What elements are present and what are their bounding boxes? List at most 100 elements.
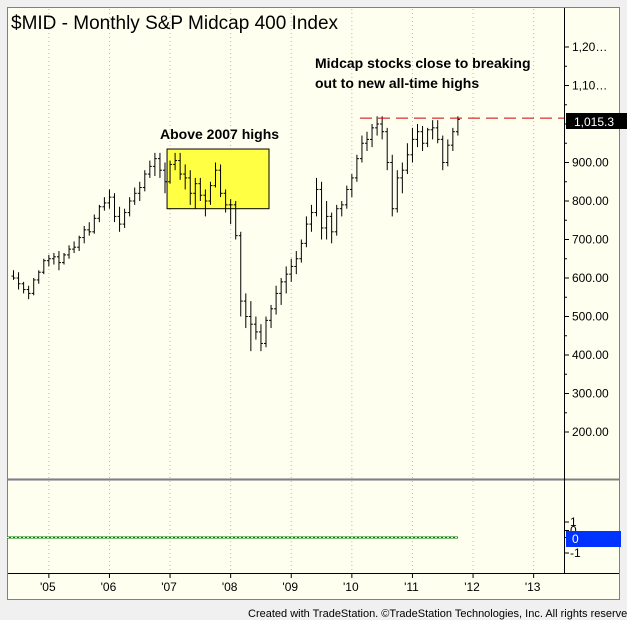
- y-tick-label: 1,10…: [572, 79, 607, 93]
- ohlc-bar: [334, 204, 339, 236]
- ohlc-bar: [127, 197, 132, 217]
- ohlc-bar: [72, 241, 77, 253]
- indicator-badge-text: 0: [572, 532, 579, 546]
- ohlc-bar: [248, 301, 253, 352]
- ohlc-bar: [163, 162, 167, 194]
- y-tick-label: 700.00: [572, 233, 609, 247]
- price-panel-background: [7, 7, 564, 478]
- ohlc-bar: [344, 185, 349, 209]
- x-tick-label: '09: [282, 580, 298, 594]
- ohlc-bar: [67, 245, 72, 259]
- x-tick-label: '08: [222, 580, 238, 594]
- ohlc-bar: [31, 278, 36, 296]
- ohlc-bar: [450, 127, 455, 151]
- ohlc-bar: [435, 120, 440, 144]
- ohlc-bar: [410, 127, 415, 163]
- ohlc-bar: [218, 164, 223, 198]
- y-tick-label: 200.00: [572, 425, 609, 439]
- note-line-1: Midcap stocks close to breaking: [315, 55, 531, 71]
- ohlc-bar: [62, 252, 66, 265]
- x-tick-label: '11: [404, 580, 419, 594]
- ohlc-bar: [56, 251, 61, 271]
- ohlc-bar: [415, 124, 420, 148]
- indicator-panel-background: [7, 481, 564, 573]
- ohlc-bar: [168, 160, 173, 184]
- ohlc-bar: [183, 164, 188, 190]
- ohlc-bar: [238, 231, 243, 317]
- ohlc-bar: [26, 285, 31, 300]
- ohlc-bar: [203, 189, 208, 217]
- ohlc-bar: [51, 252, 56, 265]
- x-tick-label: '05: [40, 580, 56, 594]
- ohlc-bar: [269, 304, 274, 329]
- ohlc-bar: [405, 143, 410, 175]
- x-tick-label: '10: [343, 580, 359, 594]
- ohlc-bar: [147, 160, 152, 178]
- highlight-box: [166, 148, 270, 210]
- ohlc-bar: [193, 177, 198, 209]
- ohlc-bar: [41, 258, 46, 275]
- ohlc-bar: [87, 222, 92, 236]
- ohlc-bar: [112, 193, 117, 223]
- ohlc-bar: [385, 127, 390, 171]
- ohlc-bar: [375, 116, 380, 136]
- indicator-axis: 10-1: [564, 515, 581, 560]
- ohlc-bar: [92, 214, 97, 234]
- x-tick-label: '12: [464, 580, 480, 594]
- ohlc-bar: [36, 270, 41, 284]
- ohlc-bar: [188, 170, 193, 205]
- ohlc-bar: [137, 181, 142, 201]
- ohlc-bar: [107, 189, 112, 209]
- ohlc-bar: [425, 127, 430, 148]
- chart-frame: [7, 7, 620, 600]
- ohlc-bar: [198, 177, 203, 201]
- ohlc-bar: [395, 170, 400, 213]
- price-badge: [566, 113, 627, 129]
- ohlc-bar: [354, 154, 359, 182]
- ohlc-bar: [319, 181, 324, 240]
- ohlc-bar: [289, 258, 294, 282]
- ohlc-bar: [82, 226, 87, 244]
- y-tick-label: 1,20…: [572, 40, 607, 54]
- ohlc-bar: [279, 278, 284, 305]
- ohlc-bar: [117, 206, 122, 232]
- ohlc-bar: [152, 152, 157, 176]
- ohlc-bar: [380, 116, 385, 140]
- ohlc-bar: [16, 272, 21, 290]
- ohlc-bar: [420, 125, 425, 151]
- ohlc-bar: [178, 152, 183, 180]
- y-tick-label: 400.00: [572, 348, 609, 362]
- y-tick-label: 800.00: [572, 194, 609, 208]
- ohlc-bar: [284, 266, 289, 294]
- ohlc-bar: [11, 270, 16, 280]
- ohlc-bar: [258, 324, 263, 352]
- ind-tick-label: 1: [570, 515, 577, 529]
- ohlc-bar: [142, 170, 147, 192]
- ohlc-bar: [122, 208, 127, 228]
- footer-credit: Created with TradeStation. ©TradeStation…: [248, 608, 627, 620]
- ohlc-bar: [243, 293, 248, 329]
- ohlc-bar: [370, 124, 375, 148]
- chart-title: $MID - Monthly S&P Midcap 400 Index: [11, 13, 339, 34]
- ohlc-bar: [359, 135, 364, 163]
- ohlc-bar: [455, 116, 460, 136]
- ohlc-bar: [102, 197, 107, 211]
- y-tick-label: 600.00: [572, 271, 609, 285]
- time-axis: '05 '06 '07 '08 '09 '10 '11 '12 '13: [40, 573, 541, 594]
- ohlc-bar: [274, 285, 279, 315]
- price-axis: 1,20… 1,10… 900.00 800.00 700.00 600.00 500.00…: [564, 40, 609, 439]
- ohlc-bar: [97, 204, 102, 223]
- ohlc-bar: [233, 201, 238, 240]
- ohlc-bar: [264, 316, 268, 348]
- ohlc-bar: [46, 254, 51, 267]
- ohlc-bars: [11, 116, 460, 352]
- y-tick-label: 500.00: [572, 310, 609, 324]
- ohlc-bar: [329, 212, 334, 244]
- x-tick-label: '07: [161, 580, 177, 594]
- ohlc-bar: [132, 187, 137, 205]
- ohlc-bar: [21, 281, 26, 294]
- x-tick-label: '13: [525, 580, 541, 594]
- ohlc-bar: [299, 239, 304, 263]
- ind-tick-label: 0: [570, 524, 577, 538]
